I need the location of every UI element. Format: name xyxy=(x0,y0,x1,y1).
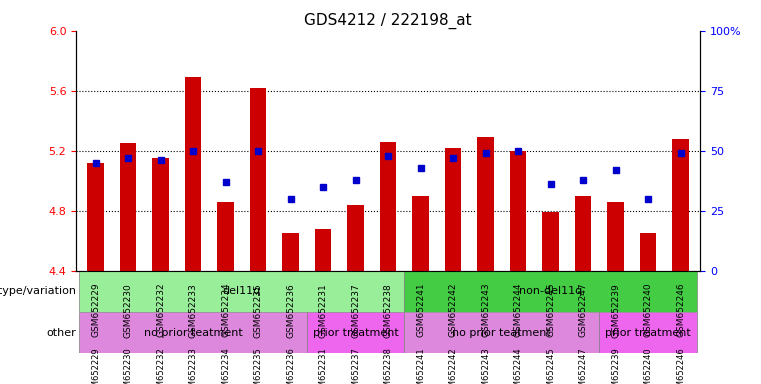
FancyBboxPatch shape xyxy=(145,283,177,384)
Text: GSM652241: GSM652241 xyxy=(416,348,425,384)
FancyBboxPatch shape xyxy=(307,312,404,353)
Text: GSM652239: GSM652239 xyxy=(611,348,620,384)
Text: GSM652231: GSM652231 xyxy=(319,283,327,338)
FancyBboxPatch shape xyxy=(470,283,501,384)
Bar xyxy=(152,158,169,271)
Text: GSM652229: GSM652229 xyxy=(91,283,100,338)
FancyBboxPatch shape xyxy=(275,283,307,384)
Text: GSM652242: GSM652242 xyxy=(449,348,457,384)
Text: GSM652244: GSM652244 xyxy=(514,283,523,337)
Text: GSM652231: GSM652231 xyxy=(319,348,327,384)
Bar xyxy=(88,163,103,271)
FancyBboxPatch shape xyxy=(79,283,112,384)
FancyBboxPatch shape xyxy=(242,283,275,384)
Text: GSM652240: GSM652240 xyxy=(644,283,653,338)
Text: genotype/variation: genotype/variation xyxy=(0,286,76,296)
Bar xyxy=(477,137,494,271)
Bar xyxy=(673,139,689,271)
Bar xyxy=(120,143,136,271)
Text: GSM652244: GSM652244 xyxy=(514,348,523,384)
Text: GSM652238: GSM652238 xyxy=(384,348,393,384)
Text: GSM652233: GSM652233 xyxy=(189,348,198,384)
Bar xyxy=(607,202,624,271)
Text: GSM652243: GSM652243 xyxy=(481,283,490,338)
FancyBboxPatch shape xyxy=(339,283,372,384)
Text: GSM652235: GSM652235 xyxy=(253,283,263,338)
Text: GSM652239: GSM652239 xyxy=(611,283,620,338)
FancyBboxPatch shape xyxy=(404,312,600,353)
FancyBboxPatch shape xyxy=(567,283,600,384)
Bar xyxy=(250,88,266,271)
FancyBboxPatch shape xyxy=(534,283,567,384)
Text: GSM652234: GSM652234 xyxy=(221,348,230,384)
FancyBboxPatch shape xyxy=(307,283,339,384)
FancyBboxPatch shape xyxy=(404,271,697,312)
Bar xyxy=(640,233,656,271)
Text: GSM652241: GSM652241 xyxy=(416,283,425,338)
FancyBboxPatch shape xyxy=(600,283,632,384)
Text: non-del11q: non-del11q xyxy=(519,286,582,296)
Text: GSM652242: GSM652242 xyxy=(449,283,457,337)
Text: GSM652237: GSM652237 xyxy=(351,348,360,384)
Text: prior treatment: prior treatment xyxy=(313,328,399,338)
Text: GSM652246: GSM652246 xyxy=(676,283,685,338)
Text: GSM652245: GSM652245 xyxy=(546,283,555,338)
FancyBboxPatch shape xyxy=(437,283,470,384)
Bar xyxy=(543,212,559,271)
FancyBboxPatch shape xyxy=(79,271,404,312)
Text: GSM652247: GSM652247 xyxy=(578,348,587,384)
FancyBboxPatch shape xyxy=(209,283,242,384)
Text: GSM652232: GSM652232 xyxy=(156,283,165,338)
Text: GSM652233: GSM652233 xyxy=(189,283,198,338)
Text: GSM652232: GSM652232 xyxy=(156,348,165,384)
FancyBboxPatch shape xyxy=(404,283,437,384)
FancyBboxPatch shape xyxy=(664,283,697,384)
FancyBboxPatch shape xyxy=(372,283,404,384)
Text: GSM652236: GSM652236 xyxy=(286,348,295,384)
FancyBboxPatch shape xyxy=(79,312,307,353)
Text: GSM652238: GSM652238 xyxy=(384,283,393,338)
Text: GSM652237: GSM652237 xyxy=(351,283,360,338)
Text: other: other xyxy=(46,328,76,338)
Text: GSM652240: GSM652240 xyxy=(644,348,653,384)
Bar xyxy=(218,202,234,271)
Bar xyxy=(185,77,201,271)
FancyBboxPatch shape xyxy=(632,283,664,384)
Text: GSM652229: GSM652229 xyxy=(91,348,100,384)
Text: no prior teatment: no prior teatment xyxy=(453,328,551,338)
Bar xyxy=(282,233,299,271)
Bar xyxy=(445,148,461,271)
Bar xyxy=(315,229,331,271)
Bar xyxy=(510,151,527,271)
Text: GSM652230: GSM652230 xyxy=(123,283,132,338)
Bar xyxy=(575,196,591,271)
FancyBboxPatch shape xyxy=(600,312,697,353)
Text: del11q: del11q xyxy=(223,286,261,296)
Text: GSM652230: GSM652230 xyxy=(123,348,132,384)
Title: GDS4212 / 222198_at: GDS4212 / 222198_at xyxy=(304,13,472,29)
FancyBboxPatch shape xyxy=(501,283,534,384)
Text: GSM652246: GSM652246 xyxy=(676,348,685,384)
Text: GSM652235: GSM652235 xyxy=(253,348,263,384)
Text: GSM652247: GSM652247 xyxy=(578,283,587,338)
Bar xyxy=(380,142,396,271)
Text: GSM652245: GSM652245 xyxy=(546,348,555,384)
Text: GSM652234: GSM652234 xyxy=(221,283,230,338)
Text: GSM652243: GSM652243 xyxy=(481,348,490,384)
FancyBboxPatch shape xyxy=(177,283,209,384)
Bar xyxy=(412,196,428,271)
Bar xyxy=(348,205,364,271)
Text: prior treatment: prior treatment xyxy=(605,328,691,338)
Text: GSM652236: GSM652236 xyxy=(286,283,295,338)
FancyBboxPatch shape xyxy=(112,283,145,384)
Text: no prior teatment: no prior teatment xyxy=(144,328,243,338)
